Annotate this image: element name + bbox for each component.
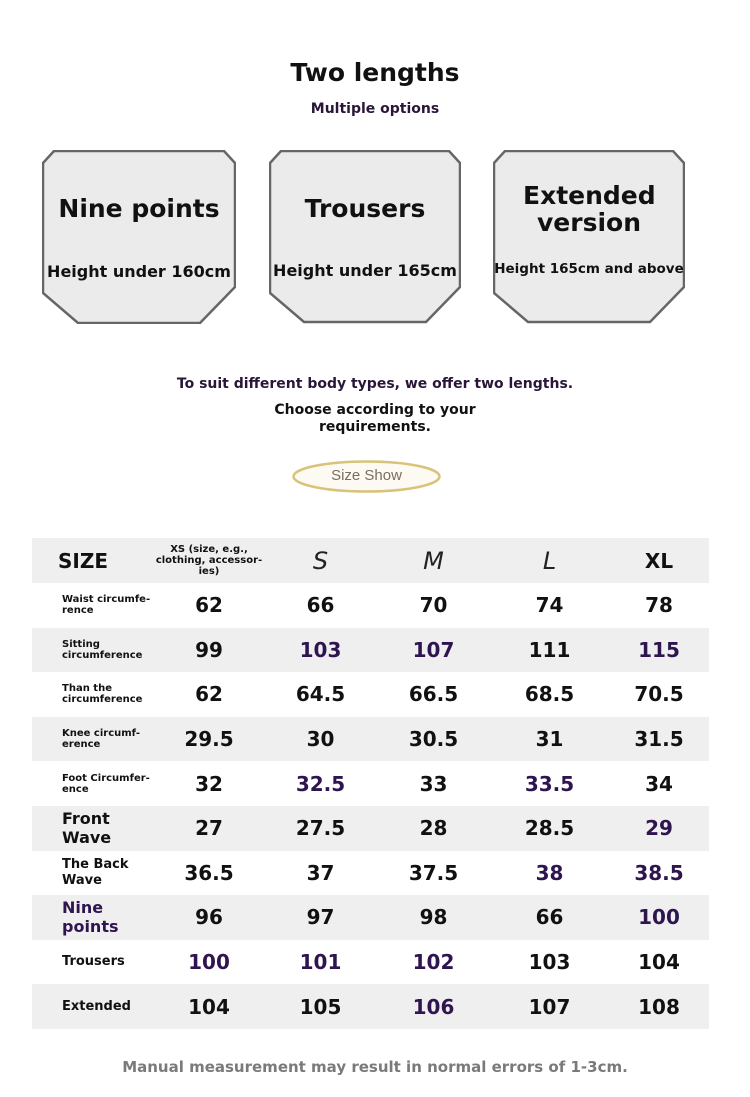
- row-label: Foot Circumfer- ence: [62, 772, 150, 795]
- row-label: Extended: [32, 984, 154, 1029]
- table-row: Extended 104 105 106 107 108: [32, 984, 709, 1029]
- table-cell: 31: [490, 716, 609, 762]
- table-cell: 111: [490, 627, 609, 673]
- table-cell: 96: [154, 895, 264, 940]
- header-m: M: [377, 538, 490, 583]
- header-xl: XL: [609, 538, 709, 583]
- table-cell: 108: [609, 984, 709, 1029]
- row-label: Waist circumfe- rence: [62, 594, 151, 617]
- option-desc: Height under 160cm: [47, 262, 231, 281]
- table-cell: 104: [154, 984, 264, 1029]
- row-label: The Back Wave: [62, 856, 129, 888]
- table-cell: 103: [264, 627, 377, 673]
- table-cell: 100: [188, 950, 230, 975]
- option-desc: Height 165cm and above: [494, 261, 684, 277]
- table-cell: 29.5: [154, 716, 264, 762]
- table-cell: 106: [377, 984, 490, 1029]
- table-cell: 27.5: [264, 805, 377, 851]
- card-frame: [269, 150, 461, 324]
- table-cell: 107: [377, 627, 490, 673]
- table-cell: 102: [412, 950, 455, 975]
- page-title: Two lengths: [290, 58, 460, 87]
- table-cell: 62: [195, 593, 223, 618]
- table-cell: 37: [306, 860, 335, 885]
- table-cell: 30.5: [377, 716, 490, 762]
- table-cell: 99: [154, 627, 264, 673]
- table-row: Sitting circumference 99 103 107 111 115: [32, 627, 709, 673]
- table-cell: 103: [528, 950, 571, 975]
- table-cell: 78: [645, 593, 673, 618]
- header-s: S: [264, 538, 377, 583]
- option-card-trousers: Trousers Height under 165cm: [269, 150, 461, 324]
- table-cell: 74: [535, 593, 564, 618]
- table-cell: 37.5: [408, 860, 459, 885]
- option-desc: Height under 165cm: [273, 261, 457, 280]
- header-xs: XS (size, e.g., clothing, accessor- ies): [154, 538, 264, 583]
- table-row: Than the circumference 62 64.5 66.5 68.5…: [32, 672, 709, 717]
- table-cell: 33.5: [524, 771, 575, 796]
- card-frame: [42, 150, 236, 324]
- body-note: To suit different body types, we offer t…: [176, 376, 574, 392]
- table-cell: 115: [609, 627, 709, 673]
- table-cell: 104: [638, 950, 680, 975]
- table-cell: 36.5: [184, 860, 234, 885]
- table-cell: 105: [264, 984, 377, 1029]
- table-cell: 38: [535, 860, 564, 885]
- size-show-label: Size Show: [331, 467, 402, 484]
- header-l: L: [490, 538, 609, 583]
- header-size: SIZE: [32, 538, 154, 583]
- row-label: Trousers: [62, 954, 125, 970]
- size-show-badge: Size Show: [292, 460, 441, 493]
- table-row: Front Wave 27 27.5 28 28.5 29: [32, 805, 709, 851]
- table-cell: 98: [377, 895, 490, 940]
- row-label: Knee circumf- erence: [32, 716, 154, 762]
- table-cell: 31.5: [609, 716, 709, 762]
- table-cell: 66: [490, 895, 609, 940]
- table-row: Foot Circumfer- ence 32 32.5 33 33.5 34: [32, 761, 709, 806]
- table-cell: 34: [645, 771, 673, 796]
- row-label: Front Wave: [32, 805, 154, 851]
- table-row: Nine points 96 97 98 66 100: [32, 895, 709, 940]
- table-cell: 27: [154, 805, 264, 851]
- table-row: Waist circumfe- rence 62 66 70 74 78: [32, 583, 709, 628]
- table-cell: 66: [306, 593, 335, 618]
- table-cell: 32: [195, 771, 223, 796]
- table-cell: 68.5: [524, 682, 575, 707]
- table-cell: 70.5: [634, 682, 684, 707]
- row-label: Nine points: [32, 895, 154, 940]
- table-cell: 97: [264, 895, 377, 940]
- size-show-ring: [292, 460, 441, 493]
- row-label: Sitting circumference: [32, 627, 154, 673]
- table-cell: 70: [419, 593, 448, 618]
- table-cell: 62: [195, 682, 223, 707]
- table-cell: 28: [377, 805, 490, 851]
- table-cell: 33: [419, 771, 448, 796]
- table-cell: 64.5: [295, 682, 346, 707]
- card-frame: [493, 150, 685, 324]
- body-note-choose: Choose according to your requirements.: [274, 402, 476, 435]
- option-card-extended: Extended version Height 165cm and above: [493, 150, 685, 324]
- table-cell: 28.5: [490, 805, 609, 851]
- table-row: The Back Wave 36.5 37 37.5 38 38.5: [32, 851, 709, 896]
- table-cell: 32.5: [295, 771, 346, 796]
- page-subtitle: Multiple options: [310, 101, 440, 117]
- table-row: Knee circumf- erence 29.5 30 30.5 31 31.…: [32, 716, 709, 762]
- row-label: Than the circumference: [62, 683, 143, 706]
- table-header-row: SIZE XS (size, e.g., clothing, accessor-…: [32, 538, 709, 583]
- size-table: SIZE XS (size, e.g., clothing, accessor-…: [32, 538, 709, 1029]
- option-name: Trousers: [304, 194, 426, 223]
- option-card-nine-points: Nine points Height under 160cm: [42, 150, 236, 324]
- table-cell: 30: [264, 716, 377, 762]
- table-cell: 107: [490, 984, 609, 1029]
- table-cell: 38.5: [634, 860, 684, 885]
- measurement-note: Manual measurement may result in normal …: [122, 1058, 628, 1076]
- option-name: Nine points: [58, 194, 220, 223]
- table-cell: 29: [609, 805, 709, 851]
- table-row: Trousers 100 101 102 103 104: [32, 940, 709, 985]
- table-cell: 66.5: [408, 682, 459, 707]
- table-cell: 100: [609, 895, 709, 940]
- table-cell: 101: [299, 950, 342, 975]
- option-name: Extended version: [523, 181, 656, 237]
